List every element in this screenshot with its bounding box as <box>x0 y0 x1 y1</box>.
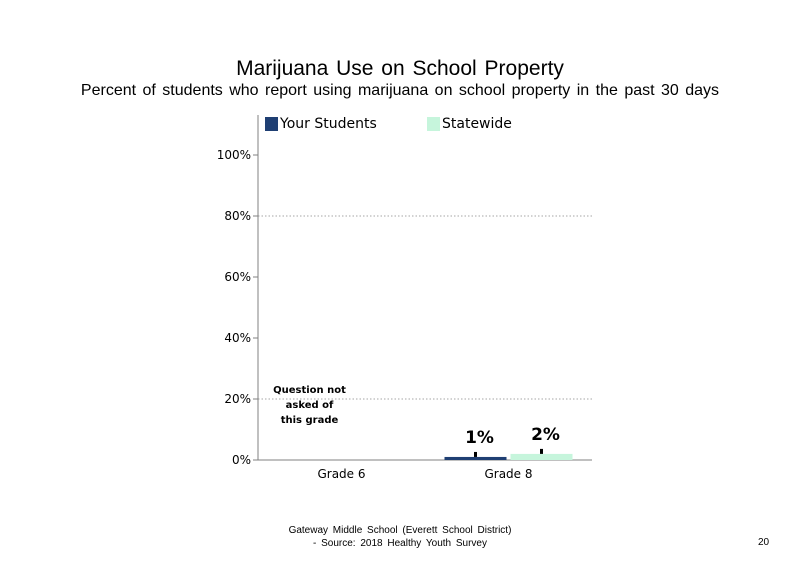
footer: Gateway Middle School (Everett School Di… <box>0 524 800 550</box>
annotation-line: asked of <box>286 400 334 411</box>
error-bar <box>540 448 543 454</box>
y-tick-label: 40% <box>224 331 251 345</box>
y-tick-label: 20% <box>224 392 251 406</box>
legend-swatch-statewide <box>427 117 440 131</box>
error-bar <box>474 451 477 457</box>
footer-source: - Source: 2018 Healthy Youth Survey <box>313 538 487 549</box>
legend-label-statewide: Statewide <box>442 116 512 132</box>
data-label: 2% <box>531 425 560 445</box>
footer-school: Gateway Middle School (Everett School Di… <box>288 525 512 536</box>
legend-item-your-students: Your Students <box>265 116 377 132</box>
page-number: 20 <box>758 537 770 548</box>
bar <box>444 456 507 460</box>
y-tick-label: 0% <box>232 453 251 467</box>
annotation-line: this grade <box>281 415 339 426</box>
legend-item-statewide: Statewide <box>427 116 512 132</box>
legend-label-your-students: Your Students <box>280 116 377 132</box>
y-tick-label: 80% <box>224 209 251 223</box>
chart-title: Marijuana Use on School Property <box>236 57 564 80</box>
y-tick-label: 100% <box>217 148 251 162</box>
chart-subtitle: Percent of students who report using mar… <box>80 82 720 99</box>
y-tick-label: 60% <box>224 270 251 284</box>
x-tick-label: Grade 6 <box>317 467 365 481</box>
x-tick-label: Grade 8 <box>484 467 532 481</box>
annotation-line: Question not <box>273 385 346 396</box>
bar <box>510 453 573 460</box>
legend-swatch-your-students <box>265 117 278 131</box>
data-label: 1% <box>465 428 494 448</box>
